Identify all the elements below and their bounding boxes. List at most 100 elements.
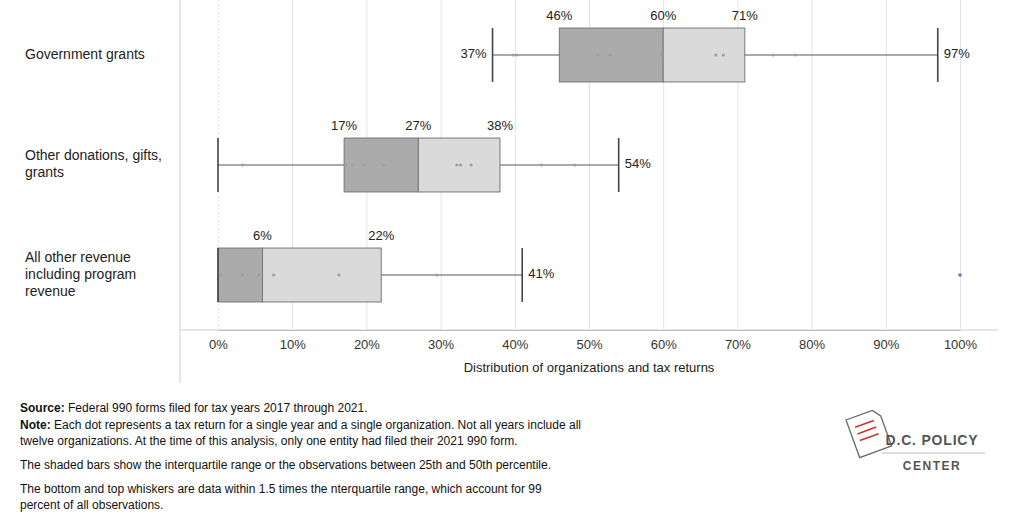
box-upper <box>663 28 745 82</box>
x-axis-title: Distribution of organizations and tax re… <box>464 360 715 375</box>
whisker-cap <box>937 28 939 82</box>
x-tick-label: 90% <box>873 337 899 352</box>
data-point <box>382 163 385 166</box>
x-tick-label: 50% <box>576 337 602 352</box>
data-point <box>660 53 663 56</box>
box-lower <box>344 138 418 192</box>
category-label: including program <box>25 266 136 282</box>
value-label: 38% <box>487 118 513 133</box>
box-plot <box>218 138 619 192</box>
value-label: 41% <box>528 266 554 281</box>
category-label: Other donations, gifts, <box>25 147 162 163</box>
data-point <box>362 163 365 166</box>
value-label: 22% <box>368 228 394 243</box>
notes: Source: Federal 990 forms filed for tax … <box>20 401 581 512</box>
frame-left <box>180 0 181 383</box>
value-labels: 37% 46% 60% 71% 97% 17% 27% 38% 54% 6% 22% 41% <box>253 8 970 281</box>
data-point <box>722 53 725 56</box>
data-point <box>241 273 244 276</box>
data-point <box>272 273 275 276</box>
category-label: Government grants <box>25 46 145 62</box>
data-point <box>435 273 438 276</box>
x-tick: 80% <box>799 0 825 352</box>
data-point <box>219 273 222 276</box>
data-point <box>351 163 354 166</box>
x-tick-label: 10% <box>280 337 306 352</box>
data-point <box>455 163 458 166</box>
data-point <box>771 53 774 56</box>
grid-line <box>886 0 887 330</box>
category-label: All other revenue <box>25 249 131 265</box>
note-text: Each dot represents a tax return for a s… <box>54 418 581 432</box>
data-point <box>608 53 611 56</box>
note-lead: Source: <box>20 401 65 415</box>
data-point <box>596 53 599 56</box>
note-text: The bottom and top whiskers are data wit… <box>20 482 542 496</box>
note-line: Source: Federal 990 forms filed for tax … <box>20 401 368 415</box>
box-lower <box>218 248 263 302</box>
note-text: Federal 990 forms filed for tax years 20… <box>68 401 368 415</box>
data-point <box>257 273 260 276</box>
x-tick: 90% <box>873 0 899 352</box>
value-label: 71% <box>732 8 758 23</box>
data-point <box>459 163 462 166</box>
box-upper <box>418 138 500 192</box>
value-label: 54% <box>625 156 651 171</box>
logo-subtitle: CENTER <box>903 459 961 473</box>
logo-stripe <box>860 434 879 441</box>
data-point <box>469 163 472 166</box>
x-tick: 40% <box>502 0 528 352</box>
logo-title: D.C. POLICY <box>886 432 979 448</box>
box-upper <box>263 248 382 302</box>
value-label: 97% <box>944 46 970 61</box>
grid-line <box>812 0 813 330</box>
note-line: twelve organizations. At the time of thi… <box>20 434 518 448</box>
note-text: The shaded bars show the interquartile r… <box>20 458 551 472</box>
x-tick-label: 60% <box>651 337 677 352</box>
chart: 0% 10% 20% 30% 40% 50% 60% 70% 80% 90% 100% Distrib… <box>0 0 1024 532</box>
category-label: grants <box>25 164 64 180</box>
data-point <box>512 53 515 56</box>
whisker-cap <box>521 248 523 302</box>
value-label: 46% <box>546 8 572 23</box>
x-tick-label: 20% <box>354 337 380 352</box>
value-label: 6% <box>253 228 272 243</box>
box-lower <box>559 28 663 82</box>
x-tick-label: 0% <box>209 337 228 352</box>
plot-marks <box>218 28 962 302</box>
note-line: The shaded bars show the interquartile r… <box>20 458 551 472</box>
box-plot <box>218 248 962 302</box>
x-tick-label: 30% <box>428 337 454 352</box>
whisker-cap <box>217 138 219 192</box>
box-plot <box>493 28 938 82</box>
value-label: 17% <box>331 118 357 133</box>
value-label: 37% <box>461 46 487 61</box>
data-point <box>540 163 543 166</box>
category-label: revenue <box>25 283 76 299</box>
data-point <box>714 53 717 56</box>
note-lead: Note: <box>20 418 51 432</box>
outlier-point <box>958 273 962 277</box>
logo-stripe <box>855 421 874 428</box>
note-text: twelve organizations. At the time of thi… <box>20 434 518 448</box>
whisker-cap <box>217 248 219 302</box>
note-line: Note: Each dot represents a tax return f… <box>20 418 581 432</box>
value-label: 27% <box>405 118 431 133</box>
x-tick: 100% <box>944 0 978 352</box>
data-point <box>344 163 347 166</box>
data-point <box>573 163 576 166</box>
x-tick-label: 100% <box>944 337 978 352</box>
x-tick-label: 70% <box>725 337 751 352</box>
category-labels: Government grants Other donations, gifts,… <box>25 46 162 299</box>
data-point <box>337 273 340 276</box>
note-text: percent of all observations. <box>20 498 163 512</box>
x-tick-label: 40% <box>502 337 528 352</box>
data-point <box>794 53 797 56</box>
note-line: percent of all observations. <box>20 498 163 512</box>
whisker-cap <box>618 138 620 192</box>
logo-rule <box>882 453 985 454</box>
logo-stripe <box>857 427 876 434</box>
logo: D.C. POLICY CENTER <box>846 408 985 473</box>
value-label: 60% <box>650 8 676 23</box>
data-point <box>515 53 518 56</box>
